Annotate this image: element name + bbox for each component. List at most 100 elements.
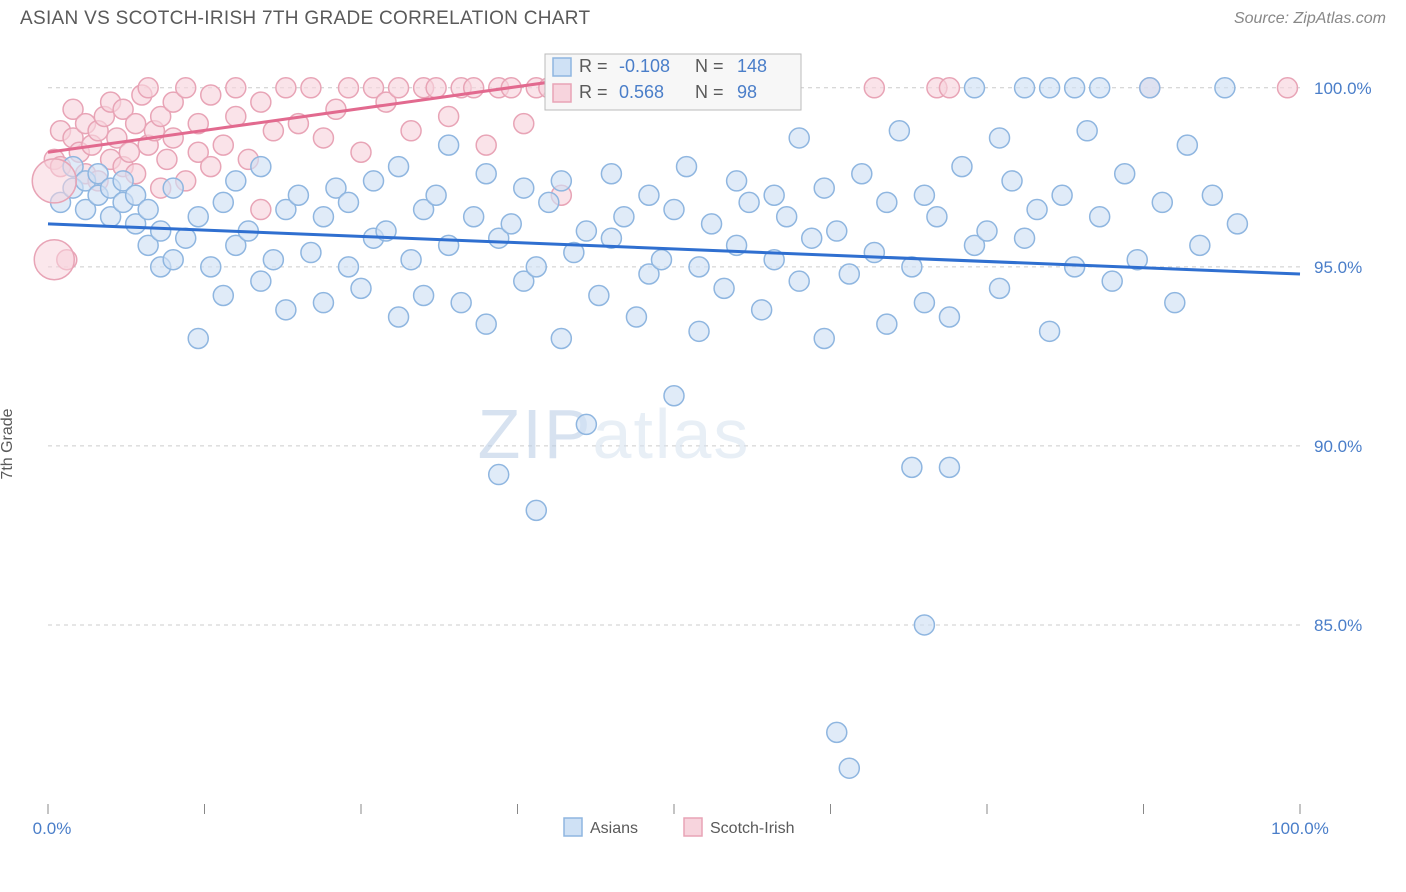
- y-tick-label: 100.0%: [1314, 79, 1372, 98]
- chart-title: ASIAN VS SCOTCH-IRISH 7TH GRADE CORRELAT…: [20, 8, 590, 30]
- data-point-asians: [251, 271, 271, 291]
- data-point-asians: [526, 257, 546, 277]
- stats-n-value: 148: [737, 56, 767, 76]
- data-point-asians: [664, 386, 684, 406]
- data-point-scotch-irish: [226, 106, 246, 126]
- watermark: ZIPatlas: [478, 395, 751, 473]
- data-point-scotch-irish: [939, 78, 959, 98]
- data-point-asians: [1140, 78, 1160, 98]
- data-point-asians: [1027, 200, 1047, 220]
- data-point-scotch-irish: [251, 200, 271, 220]
- data-point-asians: [263, 250, 283, 270]
- scatter-chart: 85.0%90.0%95.0%100.0%ZIPatlas0.0%100.0%R…: [0, 34, 1406, 884]
- data-point-asians: [276, 300, 296, 320]
- data-point-asians: [1052, 185, 1072, 205]
- stats-r-value: -0.108: [619, 56, 670, 76]
- legend-swatch: [684, 818, 702, 836]
- data-point-asians: [877, 314, 897, 334]
- data-point-asians: [451, 293, 471, 313]
- data-point-asians: [364, 171, 384, 191]
- data-point-asians: [551, 328, 571, 348]
- data-point-asians: [639, 185, 659, 205]
- data-point-asians: [576, 221, 596, 241]
- data-point-asians: [927, 207, 947, 227]
- data-point-asians: [839, 264, 859, 284]
- data-point-asians: [990, 278, 1010, 298]
- data-point-asians: [852, 164, 872, 184]
- data-point-asians: [877, 192, 897, 212]
- data-point-asians: [814, 178, 834, 198]
- data-point-asians: [1177, 135, 1197, 155]
- data-point-scotch-irish: [226, 78, 246, 98]
- y-tick-label: 95.0%: [1314, 258, 1362, 277]
- data-point-scotch-irish: [864, 78, 884, 98]
- data-point-asians: [939, 307, 959, 327]
- data-point-asians: [501, 214, 521, 234]
- data-point-asians: [952, 157, 972, 177]
- data-point-asians: [138, 200, 158, 220]
- x-tick-label: 0.0%: [33, 819, 72, 838]
- stats-n-value: 98: [737, 82, 757, 102]
- data-point-asians: [1090, 78, 1110, 98]
- data-point-asians: [201, 257, 221, 277]
- data-point-scotch-irish: [426, 78, 446, 98]
- data-point-asians: [827, 221, 847, 241]
- data-point-asians: [589, 286, 609, 306]
- data-point-asians: [476, 164, 496, 184]
- data-point-asians: [163, 250, 183, 270]
- data-point-asians: [689, 257, 709, 277]
- data-point-scotch-irish: [157, 149, 177, 169]
- data-point-scotch-irish: [351, 142, 371, 162]
- data-point-scotch-irish: [1277, 78, 1297, 98]
- data-point-asians: [389, 157, 409, 177]
- data-point-scotch-irish: [338, 78, 358, 98]
- data-point-asians: [677, 157, 697, 177]
- data-point-asians: [288, 185, 308, 205]
- data-point-asians: [1040, 78, 1060, 98]
- data-point-scotch-irish: [201, 157, 221, 177]
- data-point-asians: [739, 192, 759, 212]
- chart-container: 7th Grade 85.0%90.0%95.0%100.0%ZIPatlas0…: [0, 34, 1406, 854]
- data-point-scotch-irish: [476, 135, 496, 155]
- data-point-scotch-irish: [32, 159, 76, 203]
- y-tick-label: 85.0%: [1314, 616, 1362, 635]
- y-axis-label: 7th Grade: [0, 408, 17, 479]
- data-point-asians: [839, 758, 859, 778]
- data-point-asians: [802, 228, 822, 248]
- data-point-asians: [1065, 257, 1085, 277]
- data-point-scotch-irish: [389, 78, 409, 98]
- data-point-asians: [939, 457, 959, 477]
- data-point-asians: [864, 243, 884, 263]
- data-point-asians: [689, 321, 709, 341]
- data-point-asians: [426, 185, 446, 205]
- stats-label: R =: [579, 56, 608, 76]
- data-point-asians: [163, 178, 183, 198]
- data-point-asians: [1152, 192, 1172, 212]
- data-point-asians: [188, 328, 208, 348]
- data-point-asians: [1065, 78, 1085, 98]
- data-point-scotch-irish: [119, 142, 139, 162]
- data-point-scotch-irish: [514, 114, 534, 134]
- data-point-asians: [764, 185, 784, 205]
- data-point-asians: [226, 171, 246, 191]
- data-point-asians: [514, 178, 534, 198]
- data-point-asians: [626, 307, 646, 327]
- data-point-asians: [752, 300, 772, 320]
- data-point-asians: [914, 293, 934, 313]
- data-point-asians: [351, 278, 371, 298]
- data-point-asians: [464, 207, 484, 227]
- data-point-asians: [526, 500, 546, 520]
- data-point-asians: [1202, 185, 1222, 205]
- data-point-asians: [176, 228, 196, 248]
- data-point-asians: [401, 250, 421, 270]
- x-tick-label: 100.0%: [1271, 819, 1329, 838]
- data-point-asians: [213, 286, 233, 306]
- data-point-scotch-irish: [439, 106, 459, 126]
- data-point-scotch-irish: [201, 85, 221, 105]
- data-point-asians: [338, 257, 358, 277]
- data-point-asians: [1015, 78, 1035, 98]
- legend-label: Scotch-Irish: [710, 820, 794, 837]
- data-point-scotch-irish: [126, 114, 146, 134]
- data-point-asians: [1040, 321, 1060, 341]
- legend-label: Asians: [590, 820, 638, 837]
